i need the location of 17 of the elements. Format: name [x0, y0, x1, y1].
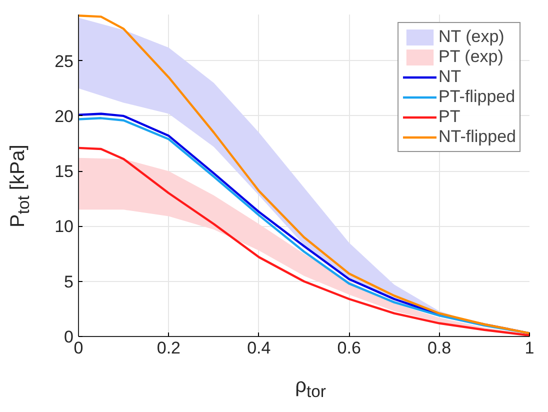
legend-label: PT-flipped	[438, 87, 516, 107]
y-tick-label: 20	[54, 106, 74, 126]
y-tick-label: 15	[54, 162, 74, 182]
y-tick-label: 5	[64, 272, 74, 292]
x-tick-label: 0.6	[337, 338, 361, 358]
legend-label: NT-flipped	[438, 127, 516, 147]
legend-label: NT	[438, 67, 462, 87]
x-tick-label: 0.2	[156, 338, 181, 358]
y-tick-label: 25	[54, 52, 74, 71]
legend-label: PT	[438, 107, 460, 127]
x-tick-label: 1	[524, 338, 534, 358]
legend-label: NT (exp)	[438, 27, 504, 47]
x-tick-label: 0.4	[247, 338, 271, 358]
x-tick-label: 0.8	[427, 338, 452, 358]
legend-label: PT (exp)	[438, 47, 504, 67]
y-tick-label: 10	[54, 217, 74, 236]
x-axis-title: ρ$_{tor}$	[294, 374, 327, 403]
